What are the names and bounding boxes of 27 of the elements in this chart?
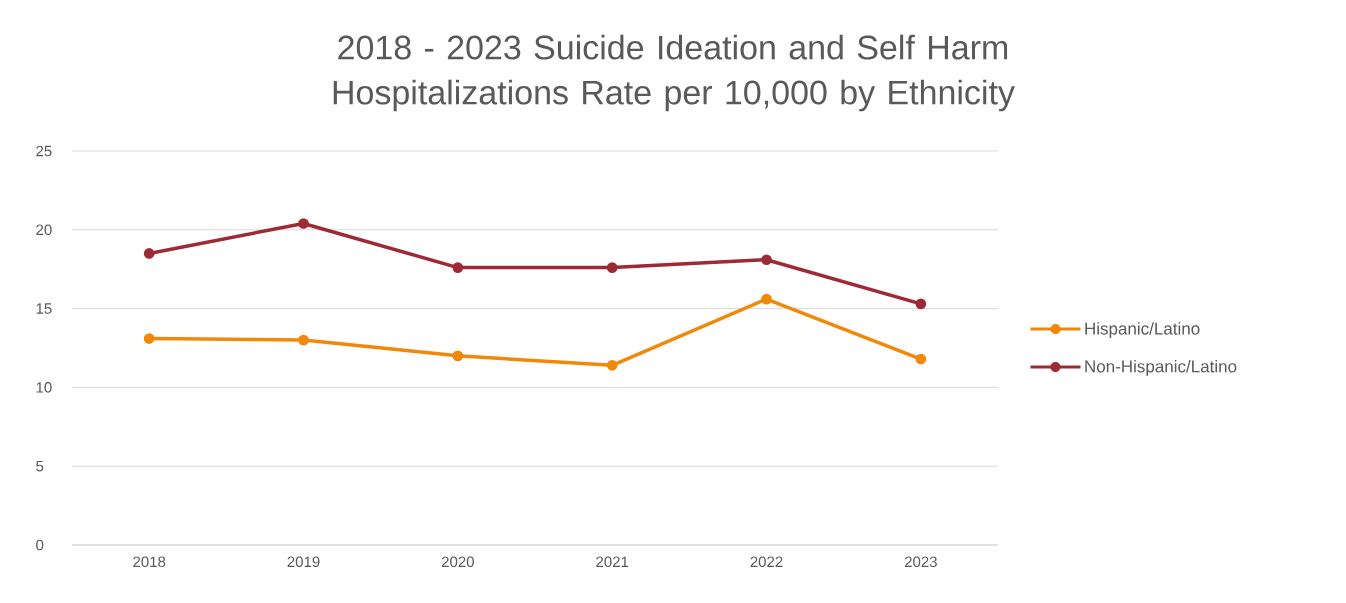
point — [143, 248, 155, 259]
y-tick-label: 0 — [36, 539, 44, 551]
point — [915, 298, 927, 310]
point — [298, 218, 309, 229]
x-tick-label: 2021 — [596, 556, 629, 568]
point — [452, 350, 464, 362]
point — [452, 262, 464, 273]
point — [606, 359, 618, 371]
x-tick-label: 2022 — [750, 556, 783, 568]
legend-label: Hispanic/Latino — [1085, 322, 1200, 339]
x-tick-label: 2023 — [904, 556, 937, 568]
legend-label: Non-Hispanic/Latino — [1085, 359, 1237, 376]
point — [915, 353, 927, 365]
y-tick-label: 25 — [36, 145, 52, 157]
point — [298, 334, 309, 346]
point — [143, 333, 155, 344]
y-tick-label: 10 — [36, 382, 52, 393]
point — [761, 293, 772, 305]
y-tick-label: 5 — [36, 460, 44, 472]
point — [606, 262, 618, 273]
y-tick-label: 15 — [36, 303, 52, 314]
x-tick-label: 2019 — [287, 556, 320, 568]
point — [761, 254, 772, 266]
chart-title: 2018 - 2023 Suicide Ideation and Self Harm Hospitalizations Rate per 10,000 by Ethnicity — [333, 34, 1015, 112]
y-tick-label: 20 — [36, 224, 52, 236]
x-tick-label: 2020 — [441, 556, 474, 568]
x-tick-label: 2018 — [133, 556, 166, 568]
